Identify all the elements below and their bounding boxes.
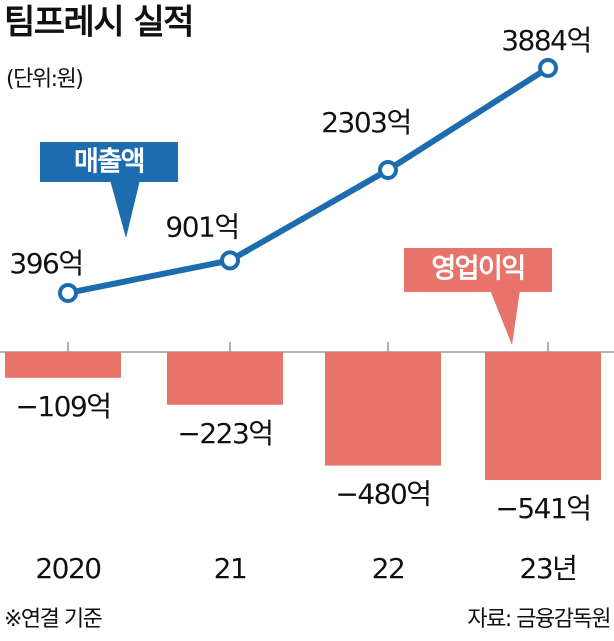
data-label: −109억: [15, 390, 110, 423]
data-label: −480억: [335, 478, 430, 511]
x-tick-label: 22: [372, 552, 405, 585]
data-label: 3884억: [501, 24, 591, 57]
data-label: 2303억: [321, 106, 411, 139]
marker: [378, 159, 398, 180]
legend-pointer: [490, 290, 520, 345]
note: ※연결 기준: [4, 607, 103, 632]
legend-box: [404, 248, 552, 292]
legend-line: 매출액: [40, 142, 178, 238]
bar: [485, 352, 601, 481]
chart-subtitle: (단위:원): [6, 67, 82, 92]
bar: [5, 352, 121, 378]
legend-label: 영업이익: [431, 254, 524, 285]
line: [67, 65, 550, 296]
legend-bar: 영업이익: [404, 248, 552, 345]
data-label: −223억: [177, 417, 272, 450]
x-tick-label: 21: [214, 552, 247, 585]
x-tick-label: 2020: [35, 552, 100, 585]
marker: [58, 282, 78, 303]
chart-title: 팀프레시 실적: [4, 3, 193, 43]
source: 자료: 금융감독원: [467, 607, 610, 632]
data-label: 901억: [165, 210, 238, 243]
data-label: −541억: [495, 492, 590, 525]
marker: [220, 250, 240, 271]
legend-label: 매출액: [74, 147, 144, 178]
bar: [325, 352, 441, 466]
legend-pointer: [110, 180, 140, 238]
x-tick-label: 23년: [520, 552, 577, 585]
bar: [167, 352, 283, 405]
marker: [538, 57, 558, 78]
legend-box: [40, 142, 178, 182]
data-label: 396억: [9, 247, 82, 280]
